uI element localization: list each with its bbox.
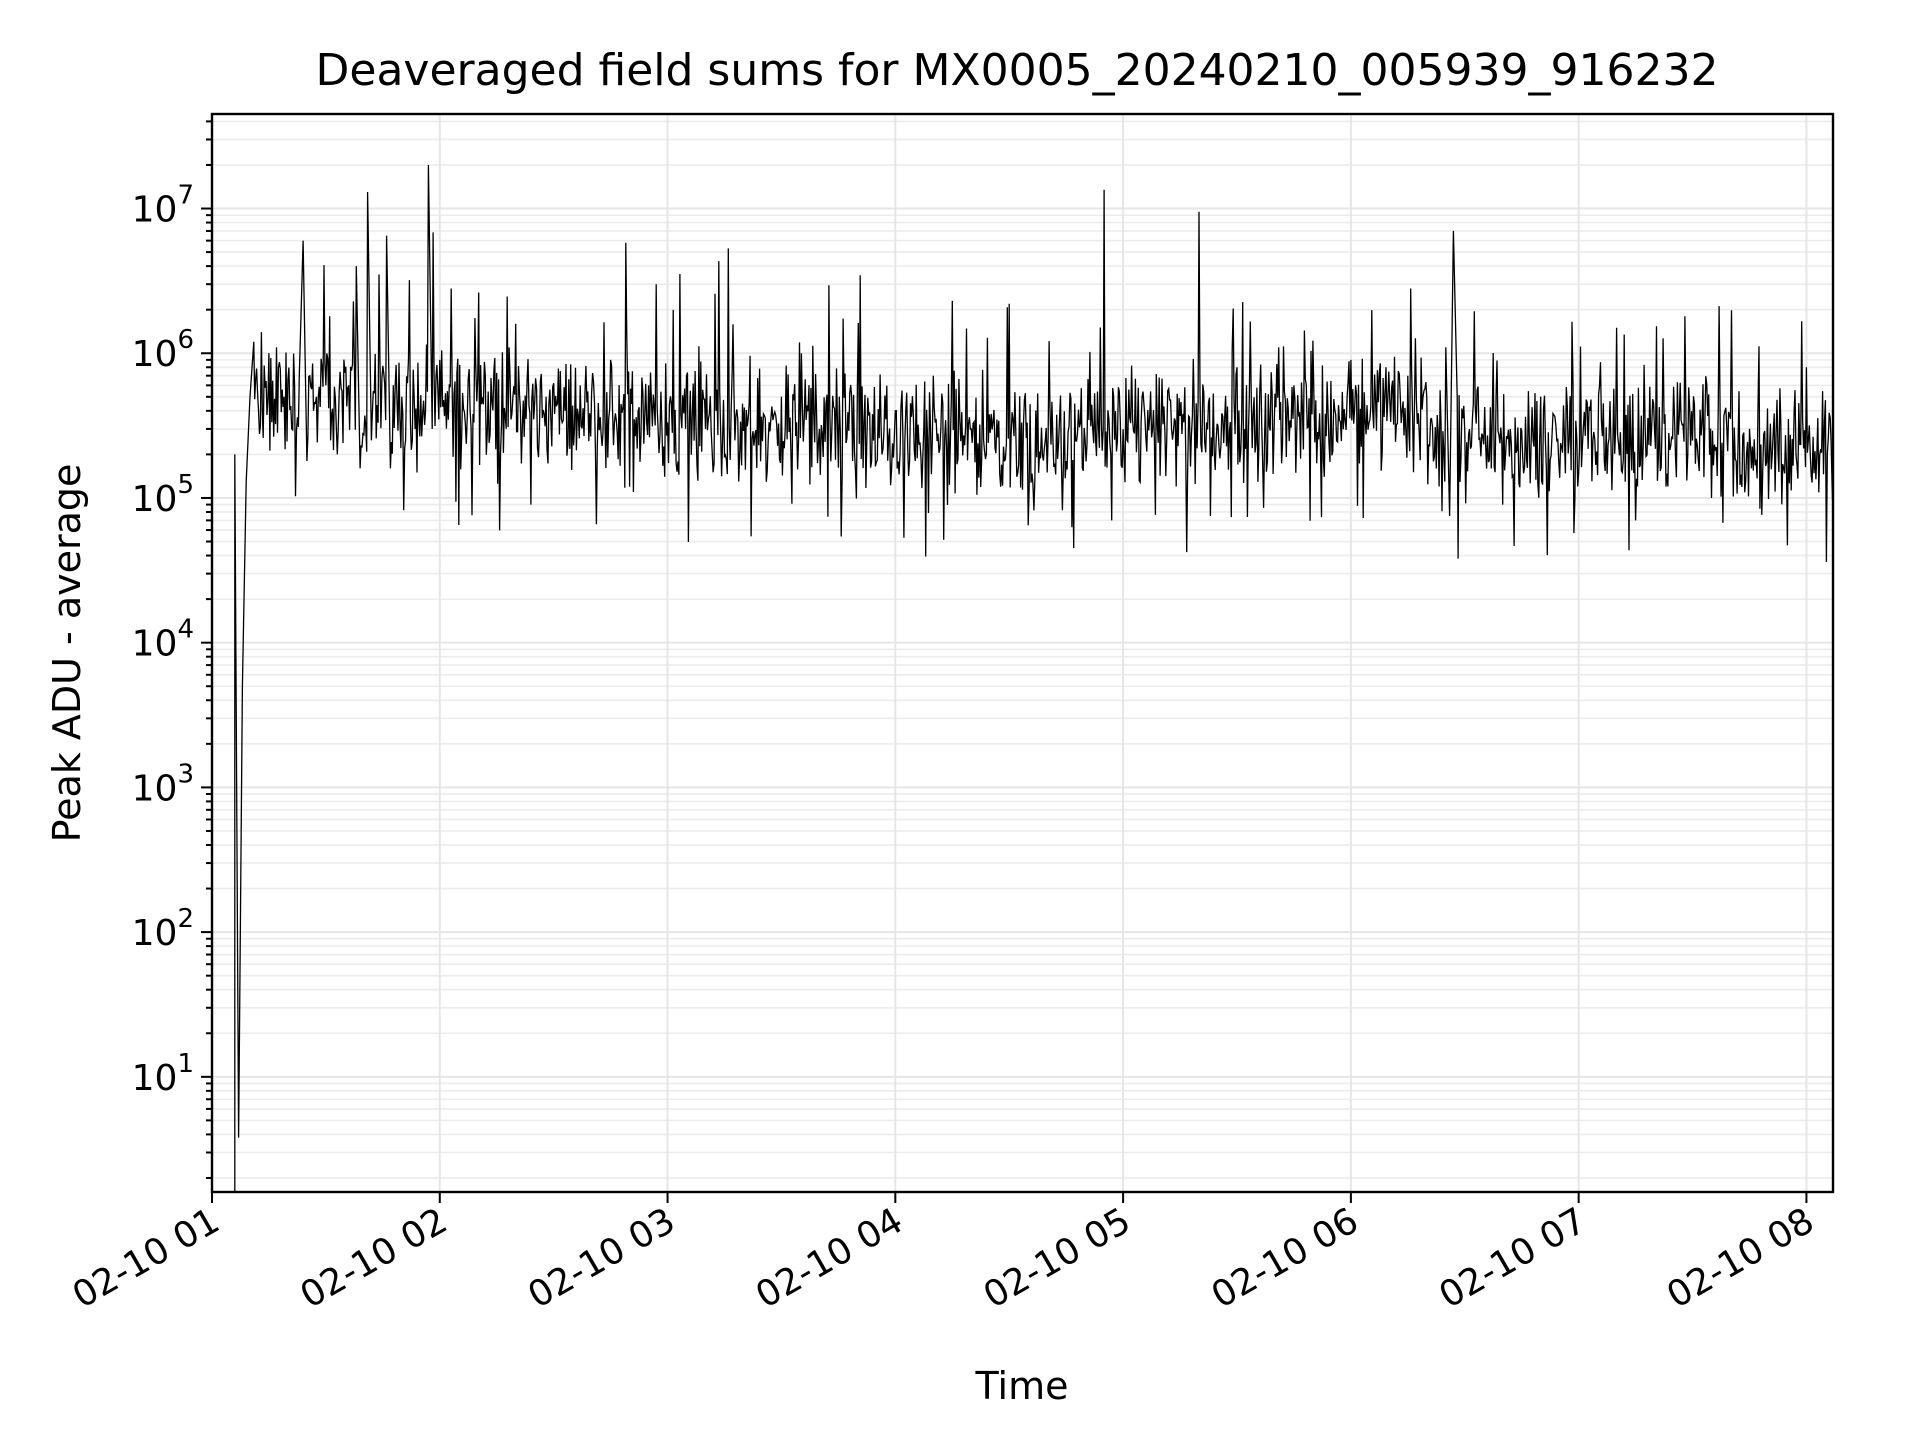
y-tick-label: 107 <box>132 181 194 231</box>
x-tick-label: 02-10 08 <box>1660 1200 1821 1316</box>
x-tick-label: 02-10 04 <box>749 1200 910 1316</box>
y-tick-label: 101 <box>132 1049 194 1099</box>
x-tick-label: 02-10 07 <box>1432 1200 1593 1316</box>
x-tick-label: 02-10 06 <box>1205 1200 1366 1316</box>
axis-ticks <box>201 120 1808 1203</box>
y-axis-label: Peak ADU - average <box>45 464 89 843</box>
y-tick-label: 102 <box>132 904 194 954</box>
chart-title: Deaveraged field sums for MX0005_2024021… <box>316 45 1719 96</box>
series-line <box>234 164 1834 1192</box>
x-tick-label: 02-10 05 <box>977 1200 1138 1316</box>
y-tick-label: 104 <box>132 615 194 665</box>
x-tick-label: 02-10 01 <box>66 1200 227 1316</box>
y-tick-label: 105 <box>132 470 194 520</box>
x-axis-label: Time <box>975 1364 1069 1408</box>
grid <box>211 114 1833 1192</box>
y-tick-label: 106 <box>132 325 194 375</box>
y-tick-label: 103 <box>132 759 194 809</box>
x-tick-label: 02-10 03 <box>521 1200 682 1316</box>
plot-frame <box>210 112 1835 1194</box>
x-tick-label: 02-10 02 <box>294 1200 455 1316</box>
